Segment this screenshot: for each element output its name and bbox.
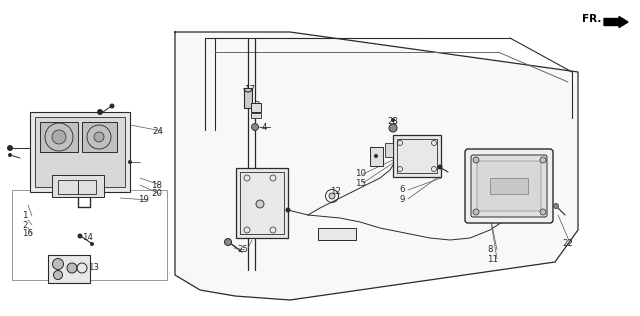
Circle shape	[67, 263, 77, 273]
Text: 23: 23	[387, 118, 398, 126]
Bar	[370, 147, 383, 166]
Circle shape	[97, 109, 103, 115]
Circle shape	[285, 208, 291, 212]
Circle shape	[554, 204, 559, 209]
Bar	[393, 135, 441, 177]
Bar	[35, 117, 125, 187]
Circle shape	[109, 104, 115, 108]
Circle shape	[90, 242, 94, 246]
Text: 18: 18	[151, 180, 162, 190]
Circle shape	[473, 157, 479, 163]
Text: 3: 3	[254, 101, 259, 111]
Circle shape	[387, 148, 392, 153]
Text: 19: 19	[138, 196, 149, 204]
FancyBboxPatch shape	[465, 149, 553, 223]
Circle shape	[473, 209, 479, 215]
Text: 17: 17	[244, 86, 255, 94]
Text: 25: 25	[237, 246, 248, 254]
Circle shape	[329, 193, 335, 199]
Bar	[251, 113, 261, 118]
Text: 15: 15	[355, 179, 366, 187]
Circle shape	[94, 132, 104, 142]
Text: 6: 6	[399, 185, 404, 195]
Bar	[397, 139, 437, 173]
Circle shape	[52, 130, 66, 144]
Circle shape	[7, 145, 13, 151]
Text: 9: 9	[399, 195, 404, 204]
Bar	[12, 190, 167, 280]
Circle shape	[258, 202, 262, 206]
Circle shape	[374, 154, 378, 158]
Circle shape	[330, 195, 333, 198]
Text: 7: 7	[370, 148, 376, 156]
Text: 16: 16	[22, 229, 33, 239]
Polygon shape	[175, 32, 578, 300]
Circle shape	[77, 234, 83, 239]
Bar	[40, 122, 78, 152]
Text: 4: 4	[262, 124, 268, 132]
Bar	[244, 88, 252, 108]
Bar	[251, 103, 261, 112]
Circle shape	[540, 157, 546, 163]
Text: 21: 21	[325, 228, 336, 238]
Circle shape	[540, 209, 546, 215]
Bar	[58, 180, 78, 194]
Circle shape	[252, 124, 259, 131]
Text: 8: 8	[487, 246, 493, 254]
Circle shape	[391, 118, 395, 122]
Text: 2: 2	[22, 221, 28, 229]
Circle shape	[253, 105, 259, 110]
FancyBboxPatch shape	[477, 161, 541, 211]
Circle shape	[52, 258, 63, 270]
Bar	[52, 175, 104, 197]
Text: 24: 24	[152, 126, 163, 136]
FancyArrow shape	[604, 16, 628, 27]
Text: 14: 14	[82, 233, 93, 241]
Text: 20: 20	[151, 190, 162, 198]
Bar	[48, 255, 90, 283]
Bar	[240, 172, 284, 234]
Bar	[82, 122, 117, 152]
FancyBboxPatch shape	[471, 155, 547, 217]
Bar	[78, 180, 96, 194]
Circle shape	[438, 165, 442, 169]
Text: 11: 11	[487, 254, 498, 264]
Text: 10: 10	[355, 169, 366, 179]
Circle shape	[54, 270, 63, 279]
Text: 26: 26	[464, 187, 475, 197]
Circle shape	[8, 153, 12, 157]
Text: 1: 1	[22, 211, 28, 221]
Bar	[30, 112, 130, 192]
Circle shape	[389, 124, 397, 132]
Circle shape	[225, 239, 232, 246]
Bar	[490, 178, 528, 194]
Bar	[318, 228, 356, 240]
Bar	[236, 168, 288, 238]
Circle shape	[128, 160, 132, 164]
Circle shape	[256, 200, 264, 208]
Text: 5: 5	[254, 111, 259, 119]
Bar	[385, 143, 393, 157]
Text: 12: 12	[330, 187, 341, 197]
Text: 13: 13	[88, 264, 99, 272]
Text: FR.: FR.	[582, 14, 602, 24]
Text: 22: 22	[562, 239, 573, 247]
